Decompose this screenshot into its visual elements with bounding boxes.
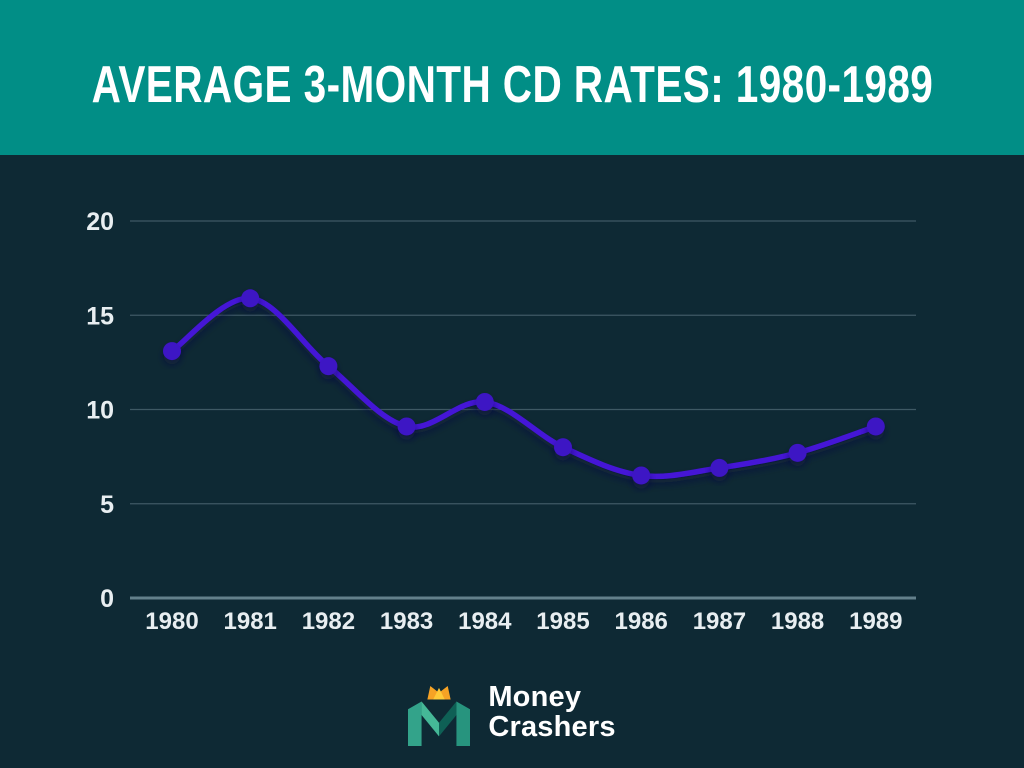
logo-m-right-diagonal [439, 701, 457, 737]
logo-word-crashers: Crashers [488, 711, 616, 743]
x-tick-label: 1982 [302, 608, 355, 635]
logo-wordmark: Money Crashers [488, 683, 615, 742]
x-tick-label: 1985 [536, 608, 589, 635]
data-point-1980 [163, 342, 181, 361]
money-crashers-logo-icon [408, 685, 471, 746]
chart-area: 0 5 10 15 20 1980 1981 1982 1983 1984 1985 1986 1987… [0, 155, 1024, 768]
x-tick-label: 1980 [145, 608, 198, 635]
trend-line [169, 295, 879, 480]
crown-center-icon [433, 687, 446, 700]
y-tick-label: 5 [100, 491, 114, 519]
x-tick-label: 1984 [458, 608, 512, 635]
logo-m-right-bar [456, 701, 471, 746]
logo-m-left-bar [408, 701, 422, 746]
data-point-1985 [554, 438, 572, 457]
y-tick-label: 0 [100, 585, 114, 613]
data-point-1982 [319, 357, 338, 376]
x-tick-label: 1981 [224, 608, 277, 635]
data-point-1981 [241, 289, 260, 308]
y-tick-label: 20 [86, 208, 114, 236]
x-tick-label: 1987 [693, 608, 746, 635]
data-point-1983 [397, 417, 416, 436]
x-tick-label: 1986 [615, 608, 668, 635]
x-tick-label: 1988 [771, 608, 824, 635]
data-point-1986 [632, 466, 651, 485]
x-tick-label: 1989 [849, 608, 902, 635]
data-point-1987 [710, 458, 729, 477]
logo-word-money: Money [488, 681, 582, 714]
header-banner: AVERAGE 3-MONTH CD RATES: 1980-1989 [0, 0, 1024, 155]
y-tick-label: 10 [86, 397, 114, 425]
data-point-1989 [866, 417, 885, 436]
data-point-1984 [475, 392, 494, 411]
y-tick-label: 15 [86, 302, 114, 330]
chart-title: AVERAGE 3-MONTH CD RATES: 1980-1989 [91, 55, 933, 114]
x-tick-label: 1983 [380, 608, 433, 635]
logo-m-left-diagonal [421, 701, 440, 737]
money-crashers-logo: Money Crashers [0, 680, 1024, 746]
cd-rates-line-chart: 0 5 10 15 20 1980 1981 1982 1983 1984 1985 1986 1987… [86, 208, 916, 635]
data-point-1988 [788, 443, 807, 462]
